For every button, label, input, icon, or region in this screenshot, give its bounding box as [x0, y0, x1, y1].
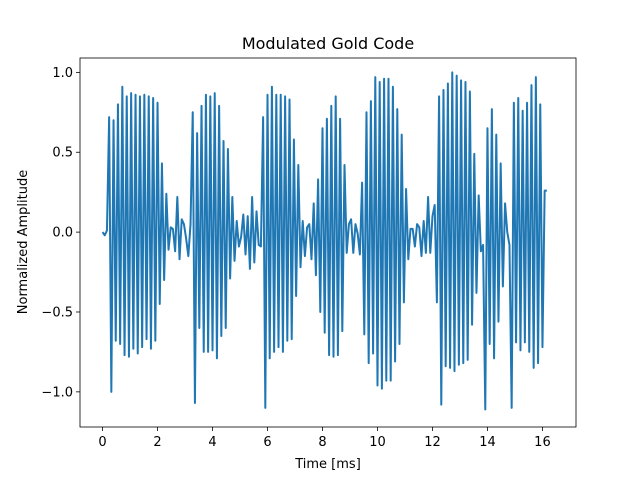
- x-tick-label: 4: [208, 435, 216, 450]
- x-tick-label: 14: [479, 435, 496, 450]
- x-tick-label: 10: [369, 435, 386, 450]
- chart-title: Modulated Gold Code: [242, 34, 414, 53]
- y-tick-label: 1.0: [52, 66, 73, 81]
- series-layer: [101, 71, 547, 411]
- x-tick-label: 16: [534, 435, 551, 450]
- x-tick-label: 2: [153, 435, 161, 450]
- y-axis-label: Normalized Amplitude: [16, 170, 31, 314]
- plot-frame: [79, 57, 577, 428]
- x-ticks: 0 2 4 6 8 10 12 14 16: [98, 427, 551, 450]
- series-line-signal: [101, 71, 547, 411]
- y-tick-label: −1.0: [41, 385, 73, 400]
- x-axis-label: Time [ms]: [294, 457, 361, 472]
- x-tick-label: 0: [98, 435, 106, 450]
- y-tick-label: 0.5: [52, 146, 73, 161]
- x-tick-label: 6: [263, 435, 271, 450]
- y-ticks: −1.0 −0.5 0.0 0.5 1.0: [41, 66, 80, 400]
- axes-layer: [79, 57, 577, 428]
- x-tick-label: 8: [318, 435, 326, 450]
- x-tick-label: 12: [424, 435, 441, 450]
- y-tick-label: 0.0: [52, 226, 73, 241]
- y-tick-label: −0.5: [41, 305, 73, 320]
